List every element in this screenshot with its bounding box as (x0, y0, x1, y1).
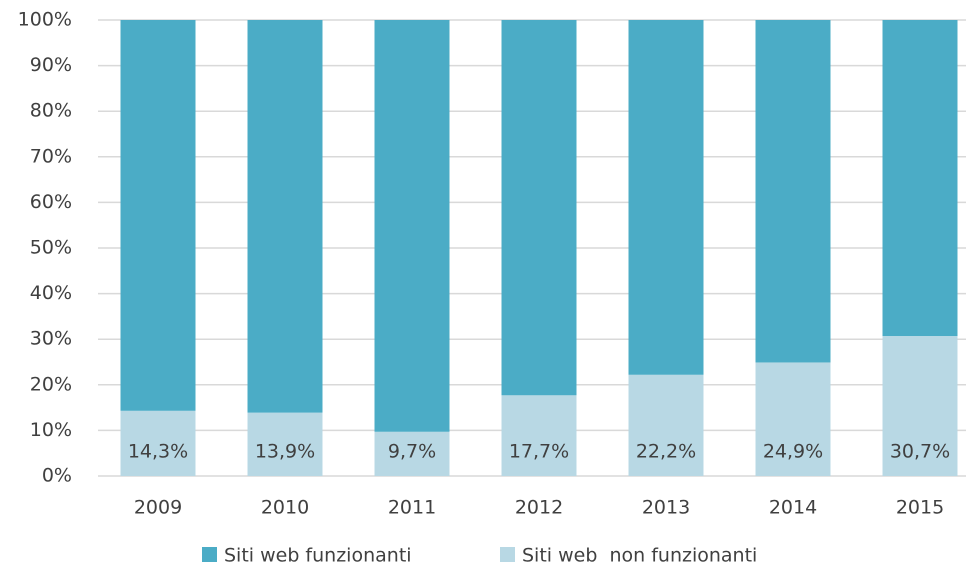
bar-segment (247, 412, 323, 476)
y-tick-label: 30% (30, 328, 72, 350)
data-label: 13,9% (255, 441, 315, 463)
x-tick-label: 2014 (769, 497, 817, 519)
y-tick-label: 70% (30, 145, 72, 167)
bar-segment (755, 362, 831, 476)
bar-segment (501, 20, 577, 396)
y-tick-label: 20% (30, 373, 72, 395)
legend-swatch (500, 547, 515, 562)
x-tick-label: 2011 (388, 497, 436, 519)
data-label: 17,7% (509, 441, 569, 463)
bar-segment (501, 395, 577, 476)
x-tick-label: 2010 (261, 497, 309, 519)
bar-segment (120, 410, 196, 476)
x-tick-label: 2009 (134, 497, 182, 519)
bar-segment (882, 336, 958, 476)
y-tick-label: 90% (30, 54, 72, 76)
x-tick-label: 2013 (642, 497, 690, 519)
y-tick-label: 100% (18, 9, 72, 31)
bar-segment (374, 20, 450, 432)
data-label: 14,3% (128, 441, 188, 463)
y-tick-label: 80% (30, 100, 72, 122)
bar-segment (247, 20, 323, 413)
bar-segment (628, 20, 704, 375)
x-tick-label: 2012 (515, 497, 563, 519)
bar-segment (628, 374, 704, 476)
data-label: 30,7% (890, 441, 950, 463)
y-tick-label: 0% (42, 465, 72, 487)
bar-segment (374, 431, 450, 476)
y-tick-label: 50% (30, 237, 72, 259)
bar-segment (755, 20, 831, 363)
legend-swatch (202, 547, 217, 562)
data-label: 9,7% (388, 441, 436, 463)
y-tick-label: 10% (30, 419, 72, 441)
bar-segment (882, 20, 958, 337)
y-tick-label: 60% (30, 191, 72, 213)
data-label: 24,9% (763, 441, 823, 463)
bar-segment (120, 20, 196, 411)
legend-label: Siti web funzionanti (224, 545, 412, 567)
data-label: 22,2% (636, 441, 696, 463)
legend-label: Siti web non funzionanti (522, 545, 757, 567)
y-tick-label: 40% (30, 282, 72, 304)
x-tick-label: 2015 (896, 497, 944, 519)
